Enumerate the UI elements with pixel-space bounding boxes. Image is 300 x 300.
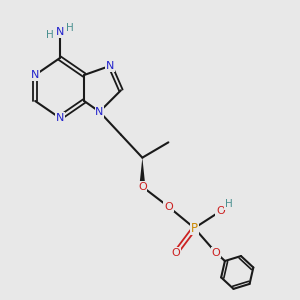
Text: H: H bbox=[46, 30, 54, 40]
Text: N: N bbox=[95, 107, 104, 117]
Text: O: O bbox=[216, 206, 225, 216]
Text: N: N bbox=[31, 70, 39, 80]
Text: N: N bbox=[56, 113, 64, 123]
Text: N: N bbox=[106, 61, 114, 71]
Text: O: O bbox=[212, 248, 220, 258]
Text: P: P bbox=[191, 222, 198, 235]
Polygon shape bbox=[139, 158, 146, 187]
Text: O: O bbox=[138, 182, 147, 192]
Text: H: H bbox=[225, 200, 233, 209]
Text: H: H bbox=[66, 23, 74, 33]
Text: O: O bbox=[172, 248, 180, 258]
Text: N: N bbox=[56, 27, 64, 37]
Text: O: O bbox=[164, 202, 173, 212]
